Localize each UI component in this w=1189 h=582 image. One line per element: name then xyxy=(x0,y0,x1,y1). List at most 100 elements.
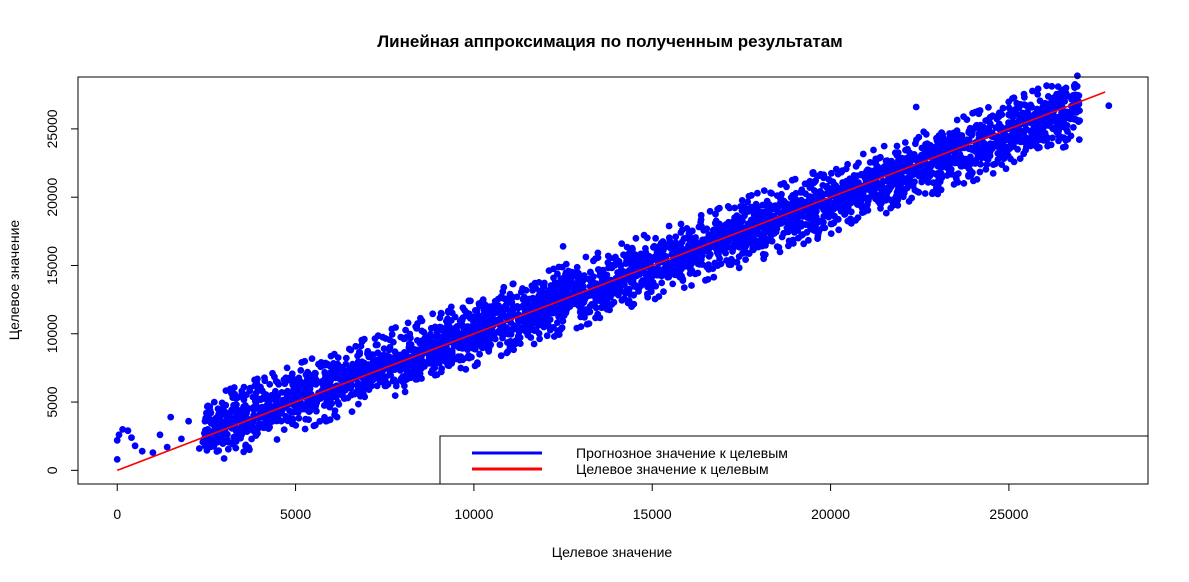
data-point xyxy=(163,443,171,451)
data-point xyxy=(1075,136,1083,144)
data-point xyxy=(519,302,527,309)
data-point xyxy=(886,184,894,192)
data-point xyxy=(1047,99,1055,107)
data-point xyxy=(295,414,303,422)
data-point xyxy=(218,437,226,445)
data-point xyxy=(764,213,772,221)
data-point xyxy=(652,234,659,242)
x-tick-label: 15000 xyxy=(633,506,672,522)
data-point xyxy=(851,189,859,197)
data-point xyxy=(1062,84,1070,92)
data-point xyxy=(761,251,769,258)
data-point xyxy=(936,178,944,186)
data-point xyxy=(963,136,971,144)
data-point xyxy=(451,313,459,321)
data-point xyxy=(905,198,913,205)
data-point xyxy=(1036,97,1044,105)
data-point xyxy=(753,217,761,225)
data-point xyxy=(797,199,805,207)
data-point xyxy=(885,196,893,203)
data-point xyxy=(633,283,641,291)
data-point xyxy=(195,445,203,452)
data-point xyxy=(735,253,743,260)
data-point xyxy=(256,396,264,403)
data-point xyxy=(448,330,456,338)
data-point xyxy=(688,227,696,235)
target-line xyxy=(116,91,1106,472)
data-point xyxy=(287,374,294,381)
data-point xyxy=(773,243,781,251)
data-point xyxy=(532,316,540,323)
data-point xyxy=(240,407,248,415)
data-point xyxy=(919,154,927,162)
data-point xyxy=(545,267,553,274)
data-point xyxy=(1071,81,1079,88)
data-point xyxy=(854,201,862,209)
data-point xyxy=(348,408,356,415)
data-point xyxy=(441,357,449,364)
data-point xyxy=(1058,109,1065,116)
data-point xyxy=(378,375,386,383)
data-point xyxy=(536,335,543,343)
data-point xyxy=(792,189,800,197)
data-point xyxy=(237,434,244,442)
data-point xyxy=(918,168,926,176)
data-point xyxy=(1034,85,1042,93)
data-point xyxy=(149,449,157,456)
data-point xyxy=(1023,109,1031,116)
data-point xyxy=(128,434,135,441)
data-point xyxy=(1023,136,1031,144)
data-point xyxy=(506,307,513,315)
data-point xyxy=(499,288,507,296)
data-point xyxy=(259,387,266,395)
data-point xyxy=(248,435,256,443)
data-point xyxy=(863,203,870,211)
data-point xyxy=(965,145,973,153)
data-point xyxy=(926,172,934,180)
data-point xyxy=(1002,165,1010,173)
data-point xyxy=(893,142,901,150)
data-point xyxy=(973,121,981,129)
data-point xyxy=(678,226,686,234)
data-point xyxy=(989,170,997,177)
data-point xyxy=(1062,89,1070,97)
data-point xyxy=(790,240,797,247)
data-point xyxy=(334,360,342,368)
data-point xyxy=(491,329,498,337)
data-point xyxy=(825,197,833,205)
data-point xyxy=(459,304,467,312)
data-point xyxy=(178,435,185,443)
data-point xyxy=(960,180,968,187)
data-point xyxy=(594,266,602,273)
data-point xyxy=(239,423,247,431)
data-point xyxy=(716,204,723,212)
data-point xyxy=(731,220,739,228)
x-axis: 0 5000 10000 15000 20000 25000 xyxy=(113,483,1029,522)
data-point xyxy=(677,220,685,228)
data-point xyxy=(1014,145,1021,153)
data-point xyxy=(437,368,445,376)
data-point xyxy=(623,243,631,251)
data-point xyxy=(788,176,796,184)
data-point xyxy=(760,187,768,195)
data-point xyxy=(476,350,483,358)
data-point xyxy=(599,304,606,311)
data-point xyxy=(252,400,260,408)
data-point xyxy=(355,391,363,398)
data-point xyxy=(659,247,667,255)
data-point xyxy=(1050,117,1058,125)
data-point xyxy=(878,170,885,178)
data-point xyxy=(658,279,666,287)
data-point xyxy=(1049,134,1056,142)
data-point xyxy=(471,325,479,333)
data-point xyxy=(229,416,237,424)
data-point xyxy=(827,185,834,193)
data-point xyxy=(357,385,365,393)
data-point xyxy=(1032,142,1040,150)
data-point xyxy=(1064,135,1072,143)
x-tick-label: 20000 xyxy=(811,506,850,522)
data-point xyxy=(467,297,474,305)
data-point xyxy=(852,216,859,224)
data-point xyxy=(710,273,718,281)
data-point xyxy=(813,219,821,227)
